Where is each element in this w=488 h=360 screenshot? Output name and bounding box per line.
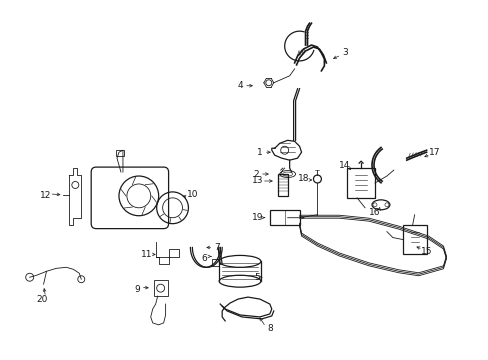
Text: 8: 8 bbox=[266, 324, 272, 333]
Text: 19: 19 bbox=[252, 213, 263, 222]
Text: 16: 16 bbox=[368, 208, 380, 217]
Bar bbox=[277, 174, 287, 196]
Text: 17: 17 bbox=[428, 148, 439, 157]
Text: 14: 14 bbox=[338, 161, 349, 170]
Text: 2: 2 bbox=[253, 170, 258, 179]
Text: 6: 6 bbox=[201, 254, 207, 263]
Text: 20: 20 bbox=[36, 294, 47, 303]
Bar bbox=[402, 225, 426, 255]
Bar bbox=[153, 280, 167, 296]
Bar bbox=[116, 150, 123, 156]
Text: 5: 5 bbox=[253, 273, 259, 282]
Text: 3: 3 bbox=[342, 49, 347, 58]
Text: 9: 9 bbox=[134, 285, 140, 294]
Text: 10: 10 bbox=[186, 190, 198, 199]
Bar bbox=[269, 210, 299, 225]
Text: 18: 18 bbox=[297, 174, 308, 183]
Text: 7: 7 bbox=[214, 243, 220, 252]
Text: 4: 4 bbox=[237, 81, 243, 90]
Text: 15: 15 bbox=[420, 247, 431, 256]
Text: 1: 1 bbox=[257, 148, 262, 157]
Bar bbox=[346, 168, 374, 198]
Text: 12: 12 bbox=[40, 192, 51, 201]
Text: 11: 11 bbox=[141, 250, 152, 259]
Text: 13: 13 bbox=[252, 176, 263, 185]
